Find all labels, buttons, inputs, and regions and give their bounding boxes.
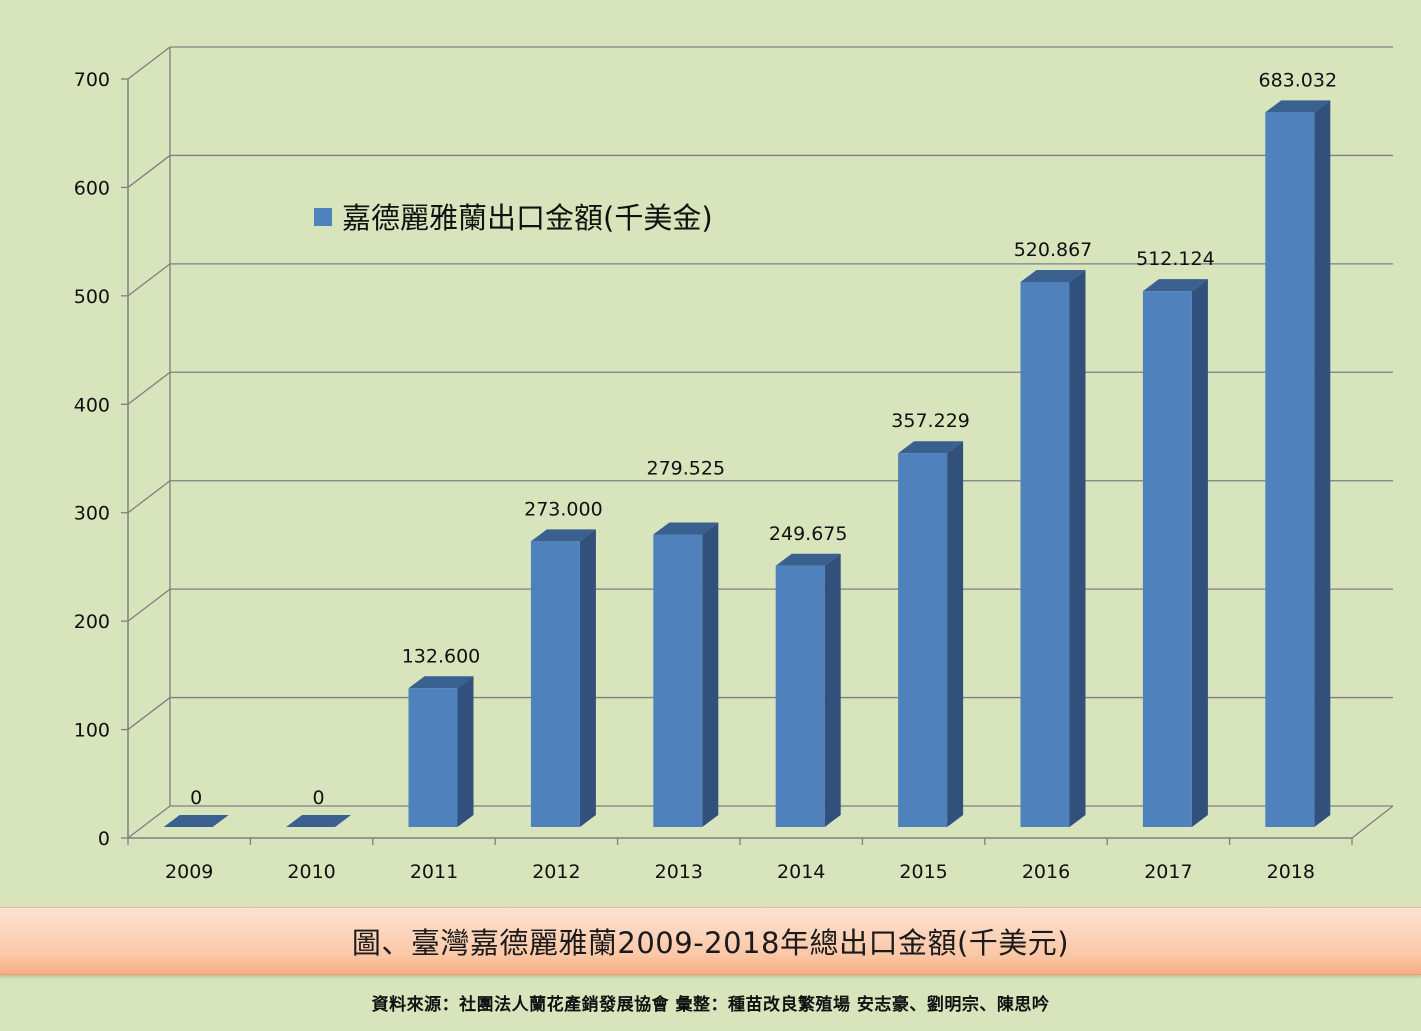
bar-top [408, 676, 474, 689]
x-tick-label: 2017 [1144, 861, 1192, 883]
bar-side [1314, 100, 1331, 828]
bar [408, 676, 474, 827]
bar-front [1142, 291, 1192, 827]
bar-top [1142, 279, 1208, 292]
x-tick-label: 2012 [532, 861, 580, 883]
legend-swatch [314, 208, 332, 226]
bar-front [530, 541, 580, 827]
bar [530, 529, 596, 827]
x-tick-label: 2014 [777, 861, 825, 883]
bar-side [702, 522, 719, 827]
bar [1020, 269, 1086, 827]
x-tick-label: 2013 [655, 861, 703, 883]
y-tick-label: 400 [74, 394, 110, 416]
grid-connector [127, 46, 171, 80]
y-tick-label: 200 [74, 611, 110, 633]
grid-connector [127, 697, 171, 731]
grid-connector [127, 371, 171, 405]
bar-side [824, 553, 841, 827]
grid-connector [127, 263, 171, 297]
bar-chart: 0 100 200 300 400 500 600 700 2009 2010 2011 2012 20… [74, 46, 1394, 883]
axis-layer: 0 100 200 300 400 500 600 700 2009 2010 2011 2012 20… [74, 47, 1394, 883]
bar-top [1265, 100, 1331, 113]
bar-front [408, 688, 458, 827]
grid-connector [127, 480, 171, 514]
y-tick-label: 500 [74, 286, 110, 308]
bar-side [947, 441, 964, 827]
grid-connector [127, 154, 171, 188]
data-label: 683.032 [1259, 69, 1338, 91]
data-label: 512.124 [1136, 248, 1215, 270]
bar-top [163, 815, 229, 827]
label-layer: 0 0 132.600 273.000 279.525 249.675 357.229 520… [190, 69, 1337, 809]
grid-connector [127, 588, 171, 622]
data-label: 520.867 [1014, 239, 1093, 261]
bar-side [1191, 279, 1208, 827]
caption-banner: 圖、臺灣嘉德麗雅蘭2009-2018年總出口金額(千美元) [0, 907, 1421, 975]
bar [1142, 279, 1208, 827]
bar-front [898, 453, 948, 827]
bar-top [898, 441, 964, 454]
y-tick-label: 600 [74, 177, 110, 199]
x-tick-label: 2018 [1267, 861, 1315, 883]
data-label: 279.525 [647, 458, 726, 480]
floor-right-edge [1351, 805, 1394, 839]
bar-top [1020, 269, 1086, 282]
grid-connector [127, 805, 171, 839]
data-label: 0 [190, 787, 202, 809]
bar [1265, 100, 1331, 828]
bar [653, 522, 719, 827]
bar [286, 815, 352, 827]
bar-front [1265, 112, 1315, 828]
x-tick-label: 2010 [287, 861, 335, 883]
bar [898, 441, 964, 827]
bar-top [653, 522, 719, 535]
legend: 嘉德麗雅蘭出口金額(千美金) [314, 201, 713, 235]
bar [775, 553, 841, 827]
y-tick-label: 700 [74, 69, 110, 91]
x-tick-label: 2009 [165, 861, 213, 883]
y-tick-label: 100 [74, 720, 110, 742]
data-label: 249.675 [769, 523, 848, 545]
y-tick-label: 300 [74, 503, 110, 525]
x-tick-label: 2016 [1022, 861, 1070, 883]
bar-front [1020, 281, 1070, 827]
x-tick-label: 2011 [410, 861, 458, 883]
bar-side [1069, 269, 1086, 827]
bar-front [775, 565, 825, 827]
bar [163, 815, 229, 827]
bar-layer [163, 100, 1331, 828]
bar-side [579, 529, 596, 827]
legend-label: 嘉德麗雅蘭出口金額(千美金) [342, 201, 713, 235]
bar-top [286, 815, 352, 827]
bar-top [775, 553, 841, 566]
figure-caption: 圖、臺灣嘉德麗雅蘭2009-2018年總出口金額(千美元) [351, 926, 1070, 960]
y-tick-label: 0 [98, 828, 110, 850]
x-tick-label: 2015 [899, 861, 947, 883]
data-label: 357.229 [891, 410, 970, 432]
bar-top [530, 529, 596, 542]
bar-front [653, 534, 703, 827]
source-note: 資料來源：社團法人蘭花產銷發展協會 彙整：種苗改良繁殖場 安志豪、劉明宗、陳思吟 [371, 995, 1050, 1015]
data-label: 132.600 [402, 645, 481, 667]
bar-side [457, 676, 474, 827]
data-label: 273.000 [524, 498, 603, 520]
data-label: 0 [313, 787, 325, 809]
